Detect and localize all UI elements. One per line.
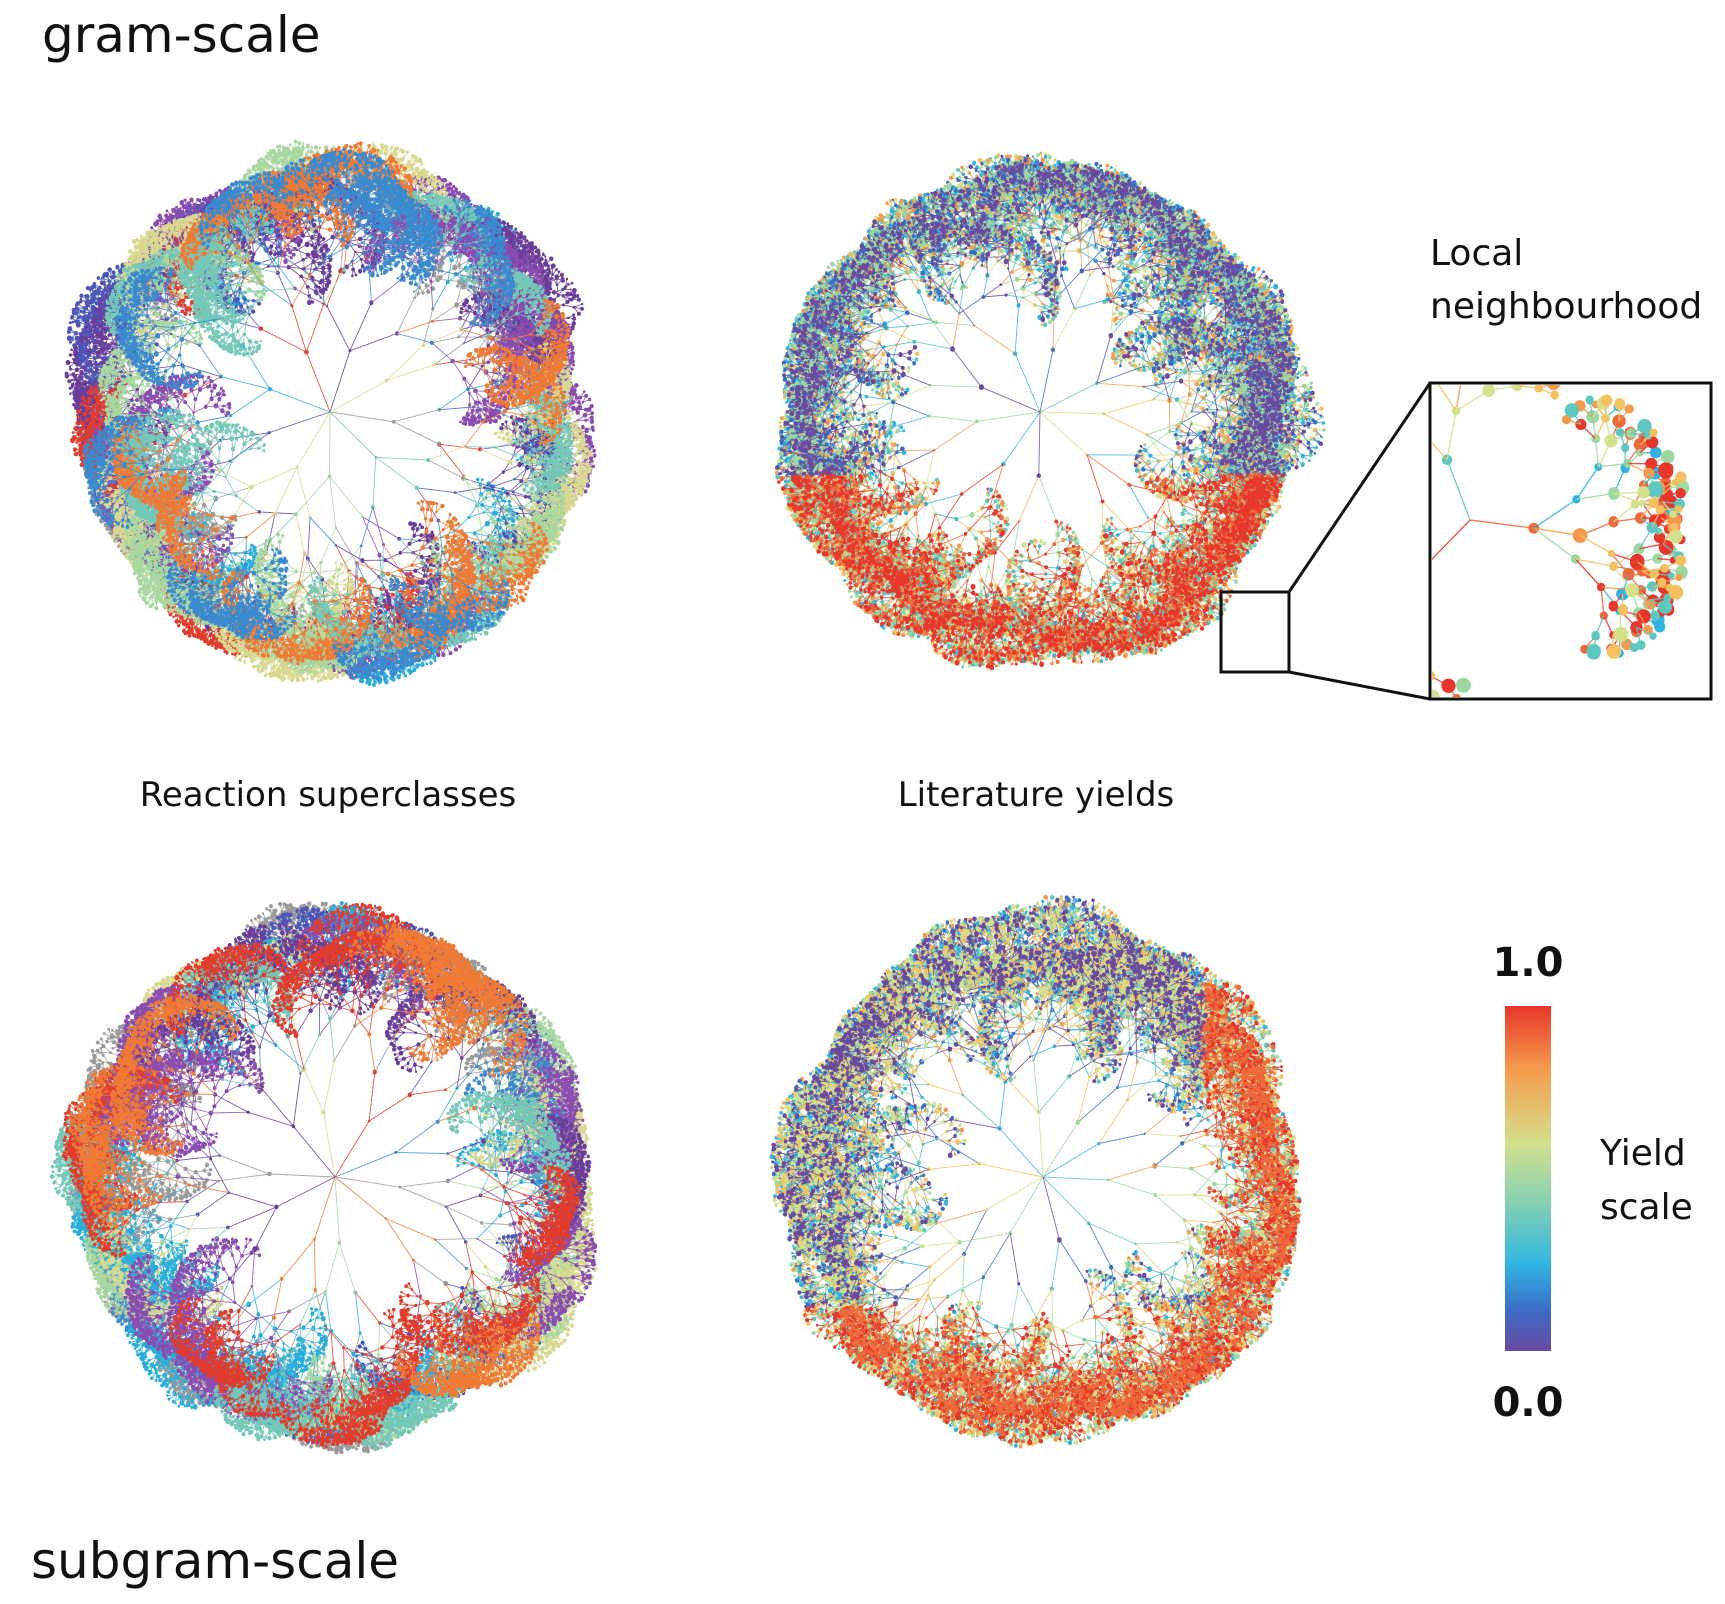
zoom-line — [1287, 382, 1432, 593]
zoom-box — [1219, 590, 1291, 674]
colorbar-title: scale — [1600, 1187, 1693, 1228]
tree-nodes — [779, 473, 1284, 669]
tree-edges — [804, 984, 1299, 1442]
tree-maps — [49, 139, 1326, 1455]
column-label: Reaction superclasses — [140, 775, 517, 815]
tree-nodes — [92, 174, 597, 680]
colorbar-max: 1.0 — [1493, 940, 1564, 986]
tree-nodes — [805, 967, 1302, 1446]
tree-nodes — [64, 169, 584, 661]
inset-label: Local — [1430, 233, 1523, 274]
tree-nodes — [778, 156, 1323, 478]
inset-label: neighbourhood — [1430, 286, 1702, 327]
tree-nodes — [104, 190, 575, 658]
tree-nodes — [777, 474, 1284, 671]
column-label: Literature yields — [898, 775, 1175, 815]
tree-nodes — [778, 153, 1324, 665]
tree-nodes — [61, 902, 582, 1449]
tree-nodes — [1432, 385, 1683, 697]
inset-box — [1428, 381, 1713, 701]
tree-nodes — [771, 895, 1208, 1309]
tree-nodes — [1432, 385, 1687, 681]
tree-nodes — [775, 154, 1324, 478]
tree-nodes — [1441, 418, 1686, 693]
tree-nodes — [111, 141, 571, 666]
colorbar-title: Yield — [1599, 1133, 1686, 1174]
tree-nodes — [185, 905, 558, 1445]
tree-nodes — [82, 147, 516, 682]
tree-nodes — [802, 982, 1301, 1444]
colorbar-min: 0.0 — [1493, 1380, 1564, 1426]
tree-nodes — [777, 154, 1326, 667]
tree-nodes — [1456, 410, 1690, 693]
tree-edges — [1432, 385, 1676, 697]
colorbar — [1505, 1006, 1551, 1351]
inset-tree — [1432, 385, 1690, 697]
row-label: gram-scale — [42, 6, 321, 64]
zoom-line — [1288, 670, 1431, 701]
row-label: subgram-scale — [31, 1532, 399, 1590]
tree-nodes — [774, 901, 1298, 1447]
tree-edges — [1432, 385, 1679, 697]
